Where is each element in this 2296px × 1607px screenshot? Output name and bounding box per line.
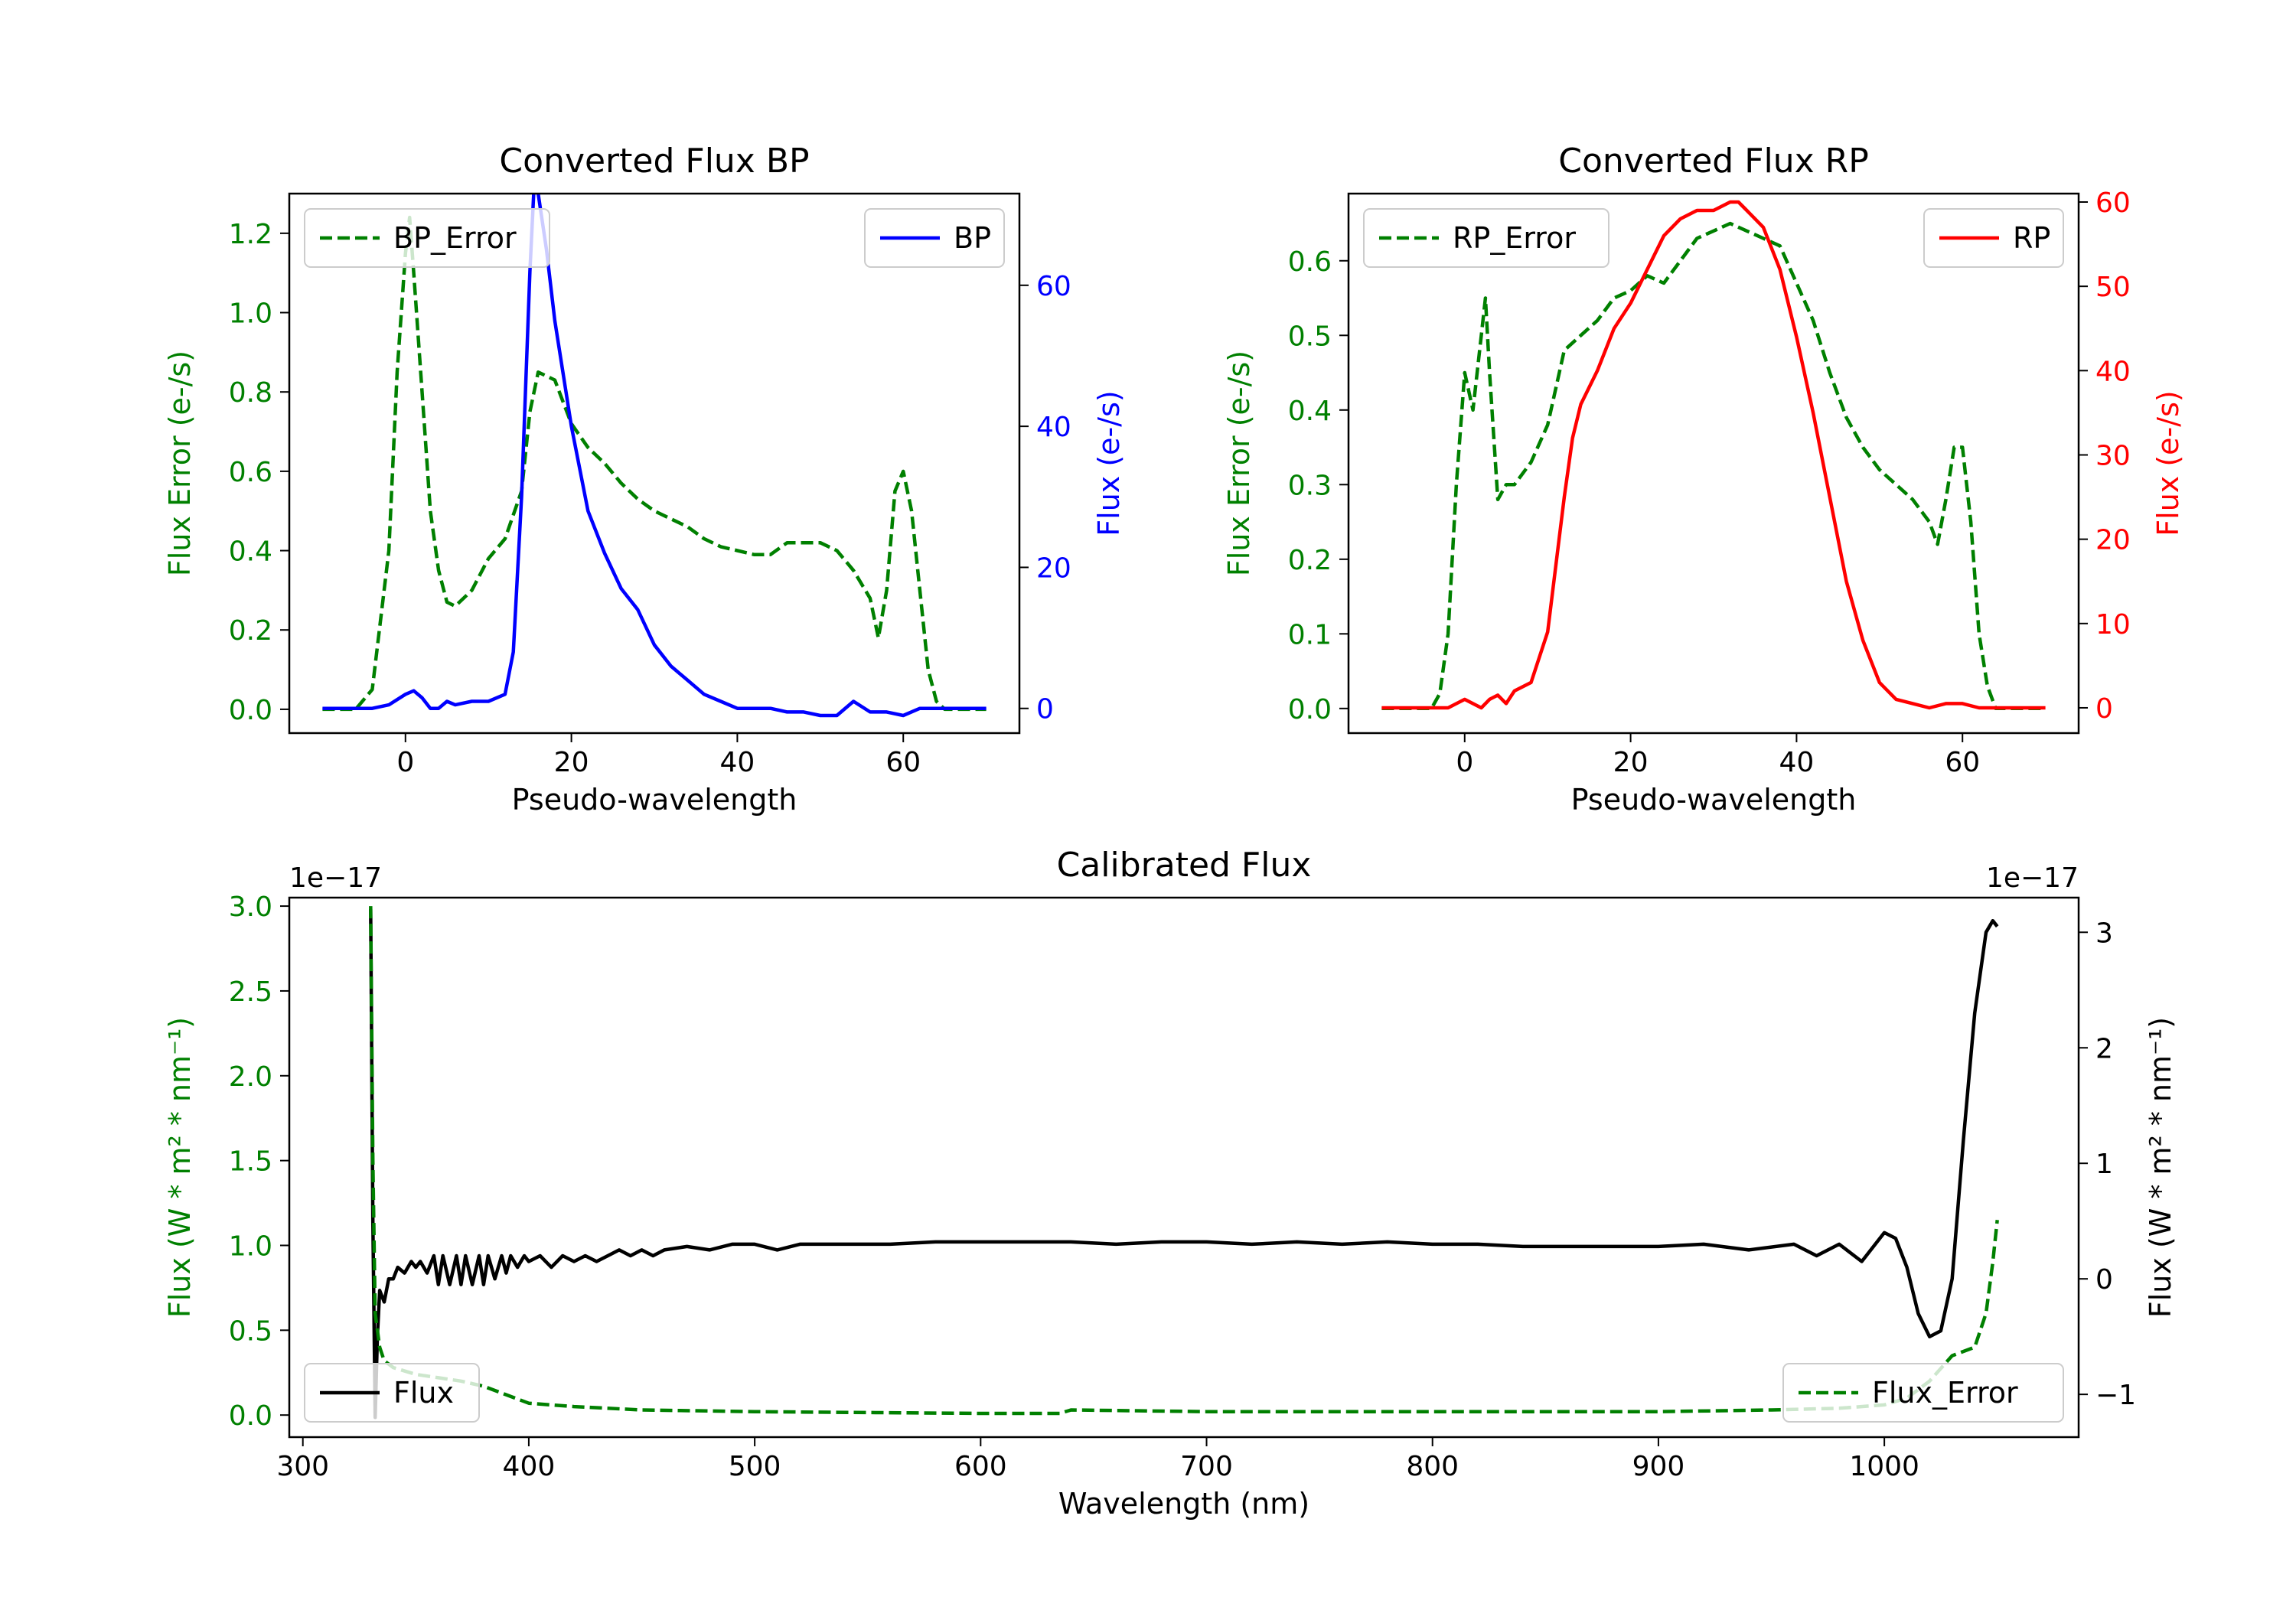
y-right-tick-label: 0 xyxy=(2095,1264,2113,1296)
chart-title: Calibrated Flux xyxy=(1057,846,1312,885)
legend-rp-error: RP_Error xyxy=(1363,208,1609,268)
y-right-axis-label: Flux (e-/s) xyxy=(2151,390,2185,536)
y-left-offset-label: 1e−17 xyxy=(289,862,382,894)
panel-0: Converted Flux BP 0 20 40 60 0.0 0.2 0.4 0.6 0.8 1… xyxy=(163,142,1126,817)
series-line-flux xyxy=(369,909,1999,1420)
legend-flux: Flux xyxy=(304,1363,480,1423)
y-left-tick-label: 0.1 xyxy=(1288,619,1332,650)
axes-frame xyxy=(1347,192,2080,735)
legend-rp: RP xyxy=(1923,208,2064,268)
y-left-tick-label: 0.6 xyxy=(229,457,272,488)
chart-title: Converted Flux BP xyxy=(499,142,809,181)
y-right-tick-label: 20 xyxy=(1036,553,1071,584)
y-left-tick-label: 0.0 xyxy=(229,1400,272,1432)
series-line-rp xyxy=(1381,200,2046,710)
axes-frame xyxy=(288,896,2080,1439)
y-right-tick-label: 50 xyxy=(2095,272,2131,303)
series-line-bp-error xyxy=(322,215,987,712)
y-left-tick-label: 2.5 xyxy=(229,976,272,1008)
y-right-tick-label: 0 xyxy=(1036,694,1054,725)
legend-box xyxy=(1363,208,1609,268)
legend-bp-error: BP_Error xyxy=(304,208,550,268)
y-left-tick-label: 0.5 xyxy=(1288,321,1332,352)
y-right-tick-label: 40 xyxy=(2095,356,2131,387)
y-left-tick-label: 0.4 xyxy=(229,536,272,568)
x-axis-label: Wavelength (nm) xyxy=(1058,1487,1309,1521)
panel-2: Calibrated Flux 300 400 500 600 700 800 900 1000… xyxy=(163,846,2177,1521)
y-left-tick-label: 0.8 xyxy=(229,377,272,409)
x-tick-label: 40 xyxy=(1779,747,1815,778)
y-right-tick-label: 60 xyxy=(1036,271,1071,302)
legend-label: BP_Error xyxy=(393,221,517,255)
chart-title: Converted Flux RP xyxy=(1558,142,1869,181)
legend-label: RP_Error xyxy=(1453,221,1576,255)
x-axis-label: Pseudo-wavelength xyxy=(512,783,797,817)
x-tick-label: 0 xyxy=(1456,747,1473,778)
y-right-tick-label: 0 xyxy=(2095,693,2113,725)
y-right-tick-label: 40 xyxy=(1036,412,1071,443)
y-right-tick-label: −1 xyxy=(2095,1380,2136,1411)
y-left-tick-label: 1.0 xyxy=(229,298,272,330)
y-right-tick-label: 60 xyxy=(2095,187,2131,219)
y-left-tick-label: 0.5 xyxy=(229,1315,272,1347)
y-left-tick-label: 0.6 xyxy=(1288,246,1332,278)
legend-label: Flux xyxy=(393,1376,454,1410)
legend-label: BP xyxy=(954,221,991,255)
x-tick-label: 20 xyxy=(554,747,589,778)
y-right-tick-label: 3 xyxy=(2095,918,2113,949)
x-axis-label: Pseudo-wavelength xyxy=(1571,783,1857,817)
legend-flux-error: Flux_Error xyxy=(1782,1363,2064,1423)
y-left-tick-label: 0.3 xyxy=(1288,470,1332,501)
y-left-tick-label: 2.0 xyxy=(229,1061,272,1093)
y-left-tick-label: 0.2 xyxy=(229,615,272,647)
legend-box xyxy=(304,208,550,268)
series-line-rp-error xyxy=(1381,221,2046,711)
y-left-tick-label: 1.0 xyxy=(229,1231,272,1262)
y-right-tick-label: 1 xyxy=(2095,1149,2113,1180)
x-tick-label: 600 xyxy=(954,1451,1007,1482)
series-line-bp xyxy=(322,194,987,718)
x-tick-label: 800 xyxy=(1406,1451,1459,1482)
plot-area xyxy=(1381,200,2046,711)
panel-1: Converted Flux RP 0 20 40 60 0.0 0.1 0.2 0.3 0.4 0… xyxy=(1222,142,2185,817)
x-tick-label: 300 xyxy=(276,1451,329,1482)
y-left-axis-label: Flux Error (e-/s) xyxy=(1222,350,1256,576)
legend-box xyxy=(1782,1363,2064,1423)
legend-label: Flux_Error xyxy=(1872,1376,2018,1410)
x-tick-label: 1000 xyxy=(1849,1451,1919,1482)
y-right-axis-label: Flux (W * m² * nm⁻¹) xyxy=(2144,1017,2177,1318)
y-left-tick-label: 0.2 xyxy=(1288,545,1332,576)
y-right-offset-label: 1e−17 xyxy=(1986,862,2079,894)
axes-frame xyxy=(288,192,1021,735)
y-left-axis-label: Flux Error (e-/s) xyxy=(163,350,197,576)
y-right-axis-label: Flux (e-/s) xyxy=(1092,390,1126,536)
plot-area xyxy=(322,194,987,718)
legend-bp: BP xyxy=(864,208,1005,268)
y-left-tick-label: 3.0 xyxy=(229,892,272,923)
x-tick-label: 0 xyxy=(396,747,414,778)
x-tick-label: 500 xyxy=(729,1451,781,1482)
x-tick-label: 60 xyxy=(885,747,921,778)
y-left-tick-label: 0.0 xyxy=(229,695,272,726)
y-left-tick-label: 0.4 xyxy=(1288,396,1332,427)
x-tick-label: 700 xyxy=(1180,1451,1233,1482)
x-tick-label: 400 xyxy=(503,1451,556,1482)
y-left-tick-label: 1.2 xyxy=(229,219,272,250)
y-right-tick-label: 30 xyxy=(2095,440,2131,471)
x-tick-label: 900 xyxy=(1632,1451,1685,1482)
y-right-tick-label: 2 xyxy=(2095,1033,2113,1064)
x-tick-label: 60 xyxy=(1945,747,1980,778)
y-right-tick-label: 10 xyxy=(2095,609,2131,641)
x-tick-label: 20 xyxy=(1613,747,1649,778)
x-tick-label: 40 xyxy=(720,747,755,778)
legend-box xyxy=(304,1363,480,1423)
y-left-tick-label: 0.0 xyxy=(1288,694,1332,725)
y-left-tick-label: 1.5 xyxy=(229,1146,272,1178)
y-left-axis-label: Flux (W * m² * nm⁻¹) xyxy=(163,1017,197,1318)
y-right-tick-label: 20 xyxy=(2095,525,2131,556)
legend-label: RP xyxy=(2013,221,2050,255)
